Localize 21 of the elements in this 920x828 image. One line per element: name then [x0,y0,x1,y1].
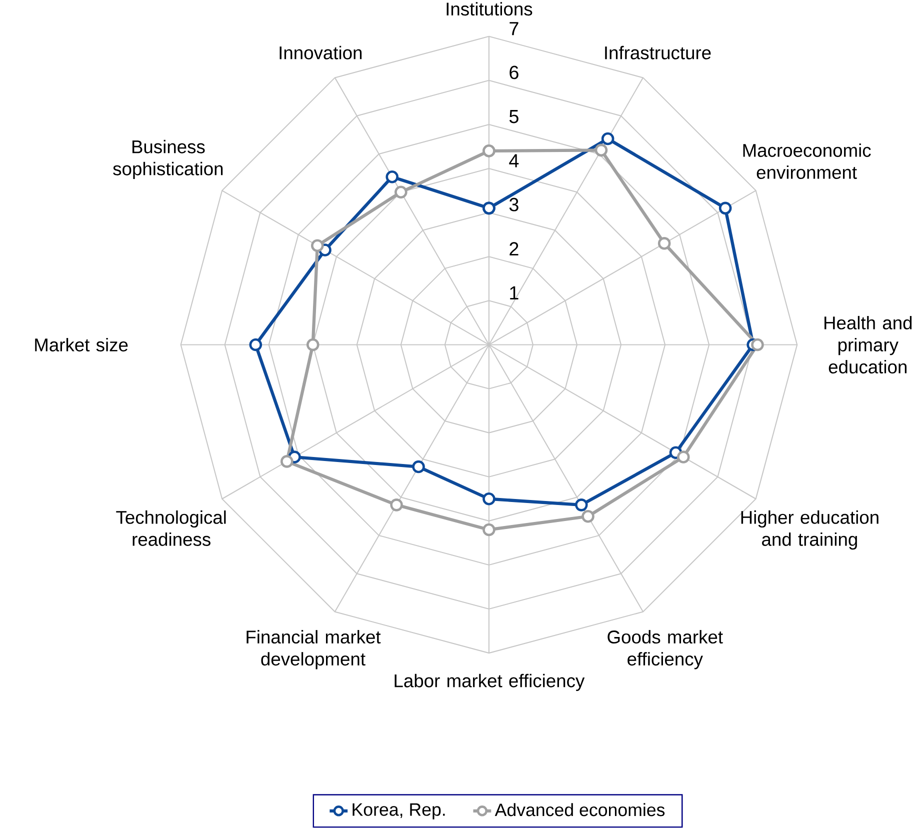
y-tick-label: 4 [509,154,519,168]
spoke-label: Labor market efficiency [394,674,585,692]
y-tick-label: 7 [510,22,518,36]
spoke-label: Health and primary education [824,316,912,374]
legend-label: Korea, Rep. [352,804,445,820]
y-tick-label: 6 [510,66,518,80]
spoke-label: Institutions [446,2,532,16]
spoke-label: Macroeconomic environment [743,144,871,180]
spoke-label: Market size [35,338,128,352]
y-tick-label: 5 [509,110,518,124]
spoke-label: Infrastructure [605,46,711,60]
y-tick-label: 2 [510,242,518,256]
legend-label: Advanced economies [494,803,665,816]
spoke-label: Innovation [280,46,362,60]
spoke-label: Financial market development [246,630,381,670]
y-tick-label: 1 [510,286,518,300]
spoke-label: Business sophistication [113,140,223,180]
spoke-label: Higher education and training [741,510,878,550]
spoke-label: Technological readiness [116,510,226,546]
y-tick-label: 3 [509,198,518,212]
spoke-label: Goods market efficiency [608,630,723,670]
